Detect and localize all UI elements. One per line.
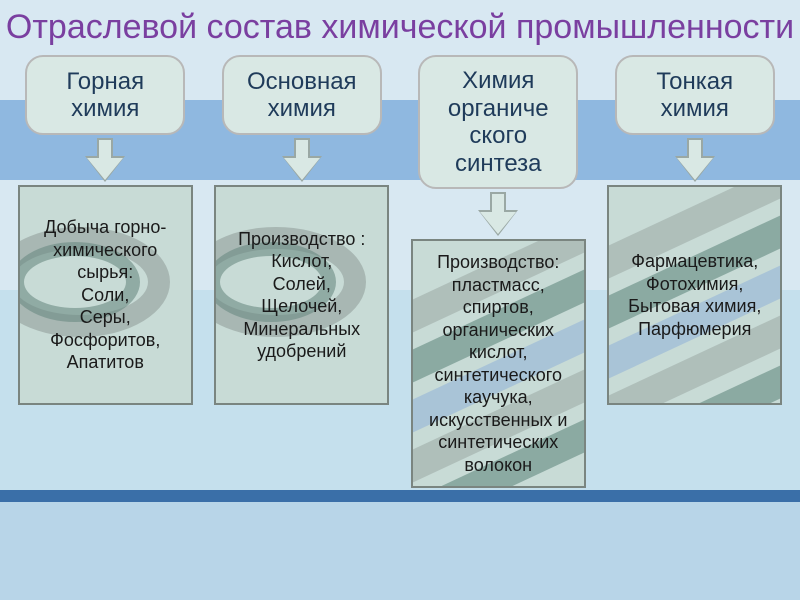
branch-body-text-2: Производство: пластмасс, спиртов, органи… — [419, 251, 578, 476]
arrow-down-icon — [480, 189, 516, 239]
column-1: Основная химия Производство : Кислот, Сол… — [212, 55, 392, 488]
column-3: Тонкая химия Фармацевтика, Фотохимия, Быт… — [605, 55, 785, 488]
branch-body-1: Производство : Кислот, Солей, Щелочей, М… — [214, 185, 389, 405]
page-title: Отраслевой состав химической промышленно… — [0, 0, 800, 47]
column-2: Химия органиче ского синтеза Производство… — [408, 55, 588, 488]
branch-body-0: Добыча горно-химического сырья: Соли, Се… — [18, 185, 193, 405]
column-0: Горная химия Добыча горно-химического сыр… — [15, 55, 195, 488]
branch-body-2: Производство: пластмасс, спиртов, органи… — [411, 239, 586, 488]
columns-container: Горная химия Добыча горно-химического сыр… — [0, 47, 800, 488]
branch-body-text-1: Производство : Кислот, Солей, Щелочей, М… — [222, 228, 381, 363]
branch-head-0: Горная химия — [25, 55, 185, 135]
branch-body-text-3: Фармацевтика, Фотохимия, Бытовая химия, … — [628, 250, 761, 340]
arrow-down-icon — [677, 135, 713, 185]
branch-body-3: Фармацевтика, Фотохимия, Бытовая химия, … — [607, 185, 782, 405]
arrow-down-icon — [284, 135, 320, 185]
branch-head-1: Основная химия — [222, 55, 382, 135]
branch-head-3: Тонкая химия — [615, 55, 775, 135]
branch-body-text-0: Добыча горно-химического сырья: Соли, Се… — [26, 216, 185, 374]
arrow-down-icon — [87, 135, 123, 185]
branch-head-2: Химия органиче ского синтеза — [418, 55, 578, 189]
